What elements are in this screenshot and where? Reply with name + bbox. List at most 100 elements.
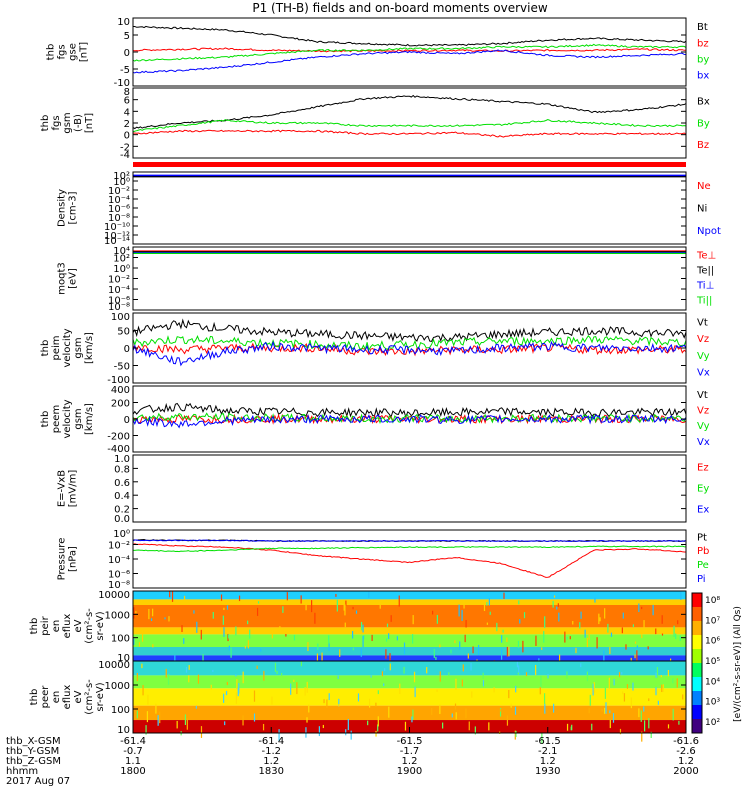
- spectrogram-streak: [501, 635, 503, 643]
- y-axis-label: velocity: [62, 328, 73, 367]
- y-axis-label: thb: [40, 115, 51, 132]
- spectrogram-streak: [193, 610, 195, 614]
- spectrogram-streak: [569, 636, 571, 640]
- y-axis-label: [nT]: [79, 42, 90, 62]
- spectrogram-streak: [328, 635, 330, 644]
- spectrogram-streak: [677, 620, 679, 625]
- y-tick-label: 10⁻⁸: [108, 580, 130, 591]
- panel-6: 1.00.8 0.6 0.4 0.20.0 E=-VxB [mV/m] Ez Ey Ex: [57, 454, 710, 525]
- legend-entry-by: by: [697, 55, 709, 66]
- spectrogram-streak: [377, 690, 379, 695]
- y-axis-label: gsm: [73, 337, 84, 358]
- y-tick-label: -400: [107, 444, 130, 455]
- spectrogram-streak: [389, 663, 391, 671]
- spectrogram-streak: [256, 607, 259, 616]
- spectrogram-streak: [247, 640, 249, 649]
- spectrogram-streak: [558, 612, 560, 622]
- y-axis-label: eflux: [62, 685, 73, 710]
- panel-4: 100 50 0 -50 -100 thb peim velocity gsm [km/s] Vt V…: [40, 312, 710, 386]
- spectrogram-streak: [244, 645, 247, 649]
- y-tick-label: 10⁻⁴: [108, 285, 130, 296]
- y-tick-label: 50: [117, 327, 130, 338]
- spectrogram-streak: [305, 601, 307, 611]
- spectrogram-streak: [436, 689, 438, 692]
- spectrogram-streak: [458, 604, 460, 617]
- y-axis-label: E=-VxB: [57, 470, 68, 507]
- spectrogram-streak: [271, 629, 273, 639]
- colorbar-segment: [692, 663, 702, 678]
- legend-entry-pi: Pi: [697, 574, 706, 585]
- spectrogram-streak: [328, 693, 330, 701]
- spectrogram-streak: [210, 684, 212, 690]
- spectrogram-streak: [589, 694, 591, 706]
- spectrogram-streak: [306, 717, 308, 723]
- y-tick-label: -10: [114, 78, 130, 89]
- y-axis-label: thb: [29, 618, 40, 635]
- y-tick-label: 10⁴: [113, 246, 130, 257]
- spectrogram-streak: [464, 634, 466, 643]
- colorbar-frame: [691, 592, 703, 734]
- spectrogram-streak: [411, 716, 413, 723]
- legend-entry-vx: Vx: [697, 368, 710, 379]
- spectrogram-band: [133, 661, 686, 676]
- y-axis-label: peem: [51, 405, 62, 433]
- time-row-label: thb_Y-GSM: [6, 746, 59, 757]
- spectrogram-streak: [655, 628, 657, 635]
- spectrogram-streak: [667, 670, 670, 677]
- spectrogram-streak: [223, 693, 225, 703]
- y-axis-label: [km/s]: [84, 403, 95, 435]
- spectrogram-streak: [148, 608, 150, 620]
- spectrogram-streak: [242, 715, 244, 726]
- spectrogram-streak: [224, 721, 226, 726]
- spectrogram-streak: [150, 618, 153, 621]
- y-tick-label: 10²: [113, 171, 130, 182]
- y-axis-label: eflux: [62, 614, 73, 639]
- legend-entry-vt: Vt: [697, 390, 708, 401]
- spectrogram-streak: [679, 635, 681, 641]
- spectrogram-streak: [613, 678, 615, 686]
- spectrogram-streak: [274, 662, 277, 672]
- spectrogram-streak: [636, 650, 638, 661]
- y-tick-label: 0: [124, 131, 130, 142]
- spectrogram-streak: [271, 696, 273, 705]
- spectrogram-streak: [517, 672, 519, 675]
- spectrogram-streak: [508, 689, 510, 699]
- spectrogram-streak: [566, 671, 568, 679]
- spectrogram-streak: [167, 674, 170, 685]
- spectrogram-streak: [326, 699, 328, 708]
- spectrogram-streak: [570, 726, 572, 731]
- spectrogram-streak: [640, 710, 642, 722]
- spectrogram-streak: [482, 672, 484, 679]
- spectrogram-streak: [290, 683, 292, 695]
- y-tick-label: 10⁻⁴: [108, 195, 130, 206]
- spectrogram-streak: [682, 694, 684, 700]
- spectrogram-streak: [625, 644, 627, 650]
- y-tick-label: 6: [124, 96, 130, 107]
- spectrogram-streak: [197, 674, 200, 684]
- spectrogram-streak: [598, 613, 600, 625]
- y-axis-label: thb: [40, 411, 51, 428]
- series-line-pb: [132, 543, 686, 578]
- spectrogram-streak: [641, 634, 643, 639]
- spectrogram-streak: [260, 648, 262, 652]
- spectrogram-streak: [368, 591, 370, 598]
- spectrogram-streak: [337, 675, 339, 680]
- legend-entry-ti⊥: Ti⊥: [696, 280, 714, 291]
- panel-frame: [132, 529, 687, 589]
- spectrogram-streak: [451, 713, 453, 718]
- spectrogram-streak: [603, 650, 605, 663]
- spectrogram-streak: [496, 622, 498, 632]
- spectrogram-streak: [672, 708, 674, 721]
- spectrogram-streak: [247, 620, 249, 625]
- spectrogram-streak: [176, 720, 178, 729]
- spectrogram-streak: [370, 675, 372, 678]
- series-line-bz: [132, 47, 687, 53]
- spectrogram-streak: [227, 633, 229, 642]
- panel-frame: [132, 171, 687, 245]
- colorbar-segment: [692, 649, 702, 664]
- spectrogram-streak: [323, 699, 325, 704]
- spectrogram-streak: [609, 647, 611, 655]
- time-row-label: thb_Z-GSM: [6, 756, 61, 767]
- spectrogram-streak: [308, 704, 310, 713]
- spectrogram-streak: [236, 679, 238, 689]
